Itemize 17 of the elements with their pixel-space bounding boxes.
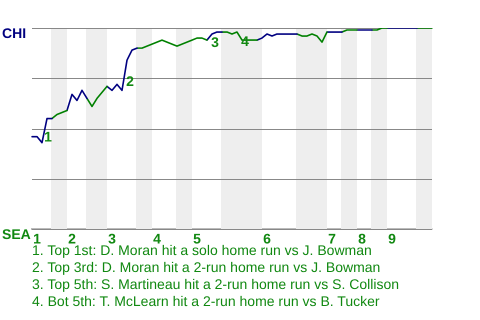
x-tick-label: 2 <box>68 230 76 246</box>
x-tick-label: 7 <box>328 230 336 246</box>
x-tick-label: 4 <box>153 230 162 246</box>
text: 2. Top 3rd: D. Moran hit a 2-run home run vs J. Bowman <box>32 259 382 276</box>
x-tick-label: 9 <box>388 230 396 246</box>
annotation: 3 <box>211 34 220 50</box>
text: 4. Bot 5th: T. McLearn hit a 2-run home run vs B. Tucker <box>32 293 381 310</box>
text: CHI <box>2 24 26 41</box>
text: SEA <box>2 226 31 242</box>
annotation: 2 <box>126 73 134 90</box>
x-tick-label: 3 <box>108 230 116 246</box>
text: 3. Top 5th: S. Martineau hit a 2-run home run vs S. Collison <box>32 276 400 293</box>
x-tick-label: 6 <box>263 230 272 246</box>
x-tick-label: 8 <box>358 230 366 246</box>
annotation: 1 <box>44 128 52 145</box>
x-tick-label: 5 <box>193 230 202 246</box>
x-tick-label: 1 <box>33 230 42 246</box>
